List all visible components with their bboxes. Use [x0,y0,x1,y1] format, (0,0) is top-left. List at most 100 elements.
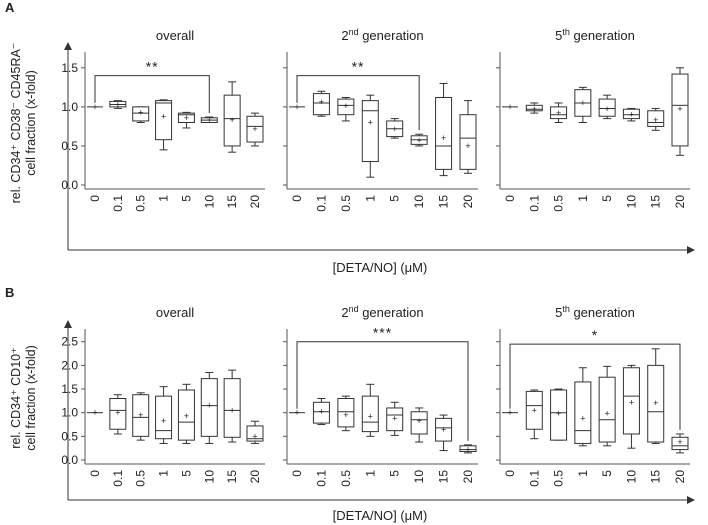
x-tick-label: 10 [412,470,426,484]
box-mean-marker: + [441,133,446,143]
box-mean-marker: + [507,408,512,418]
box-1: + [155,386,173,444]
box-15: + [223,369,241,443]
box-iqr [361,395,379,433]
box-mean-marker: + [115,408,120,418]
box-mean-marker: + [230,405,235,415]
box-mean-marker: + [294,408,299,418]
box-mean-marker: + [392,124,397,134]
subplot-title-main: 2 [341,305,348,320]
box-15: + [647,107,665,131]
significance-label: ** [146,59,159,75]
box-mean-marker: + [507,102,512,112]
y-tick-label: 0.0 [61,178,78,192]
box-10: + [200,115,218,125]
x-tick-label: 10 [412,195,426,209]
box-10: + [410,133,428,147]
box-mean-marker: + [580,98,585,108]
x-tick-label: 5 [388,470,402,477]
box-mean-marker: + [417,416,422,426]
box-0.1: + [312,398,330,426]
outer-y-axis-arrow [64,42,72,50]
box-iqr [525,390,543,430]
x-tick-label: 0 [88,195,102,202]
significance-bracket [296,341,469,441]
y-tick-label: 2.0 [61,358,78,372]
subplot-title-rest: generation [570,28,635,43]
panel-b: B [DETA/NO] (μM) rel. CD34⁺ CD10⁺ cell frac… [5,285,695,523]
box-0.1: + [312,90,330,117]
subplot-title-sup: nd [349,304,359,314]
x-tick-label: 15 [437,470,451,484]
x-tick-label: 0.5 [552,470,566,487]
box-mean-marker: + [343,410,348,420]
box-mean-marker: + [115,100,120,110]
x-tick-label: 20 [461,195,475,209]
x-tick-label: 0.5 [339,195,353,212]
box-iqr [550,389,568,441]
subplot-title-main: 5 [555,28,562,43]
y-tick-label: 0.0 [61,453,78,467]
box-iqr [155,100,173,141]
box-20: + [459,100,477,174]
x-tick-label: 10 [202,470,216,484]
y-tick-label: 1.5 [61,61,78,75]
box-1: + [361,94,379,178]
box-1: + [155,99,173,151]
x-tick-label: 0.1 [111,470,125,487]
x-tick-label: 1 [576,470,590,477]
x-tick-label: 10 [624,195,638,209]
box-iqr [155,395,173,440]
x-tick-label: 0.5 [552,195,566,212]
x-tick-label: 5 [600,195,614,202]
box-mean-marker: + [556,108,561,118]
x-tick-label: 0.5 [134,470,148,487]
subplot-title-rest: generation [570,305,635,320]
outer-x-axis-arrow [687,496,695,504]
box-0.1: + [525,102,543,114]
box-20: + [246,420,264,444]
y-tick-label: 1.5 [61,382,78,396]
box-mean-marker: + [207,115,212,125]
box-0.5: + [550,388,568,441]
x-tick-label: 15 [649,195,663,209]
box-mean-marker: + [252,124,257,134]
box-0.5: + [132,106,150,123]
box-mean-marker: + [677,104,682,114]
box-mean-marker: + [92,408,97,418]
box-mean-marker: + [653,115,658,125]
box-0: + [289,408,305,418]
y-tick-label: 0.5 [61,429,78,443]
panel-letter: B [5,285,14,300]
y-axis-label-line2: cell fraction (x-fold) [24,70,38,176]
x-tick-label: 10 [624,470,638,484]
box-iqr [622,367,640,435]
x-tick-label: 15 [649,470,663,484]
x-tick-label: 0 [88,470,102,477]
box-mean-marker: + [252,431,257,441]
box-mean-marker: + [319,407,324,417]
box-iqr [361,100,379,163]
box-mean-marker: + [580,413,585,423]
box-0.5: + [337,395,355,432]
box-1: + [574,86,592,123]
box-1: + [361,383,379,437]
box-mean-marker: + [161,111,166,121]
subplot-title-main: 2 [341,28,348,43]
box-mean-marker: + [343,101,348,111]
box-iqr [246,425,264,442]
box-mean-marker: + [532,405,537,415]
x-tick-label: 5 [179,470,193,477]
box-5: + [386,401,404,436]
subplot-title: 2nd generation [341,27,423,43]
box-5: + [386,118,404,139]
box-10: + [410,407,428,443]
box-10: + [622,364,640,449]
box-mean-marker: + [653,398,658,408]
x-tick-label: 0 [290,470,304,477]
box-mean-marker: + [392,413,397,423]
box-15: + [647,348,665,444]
